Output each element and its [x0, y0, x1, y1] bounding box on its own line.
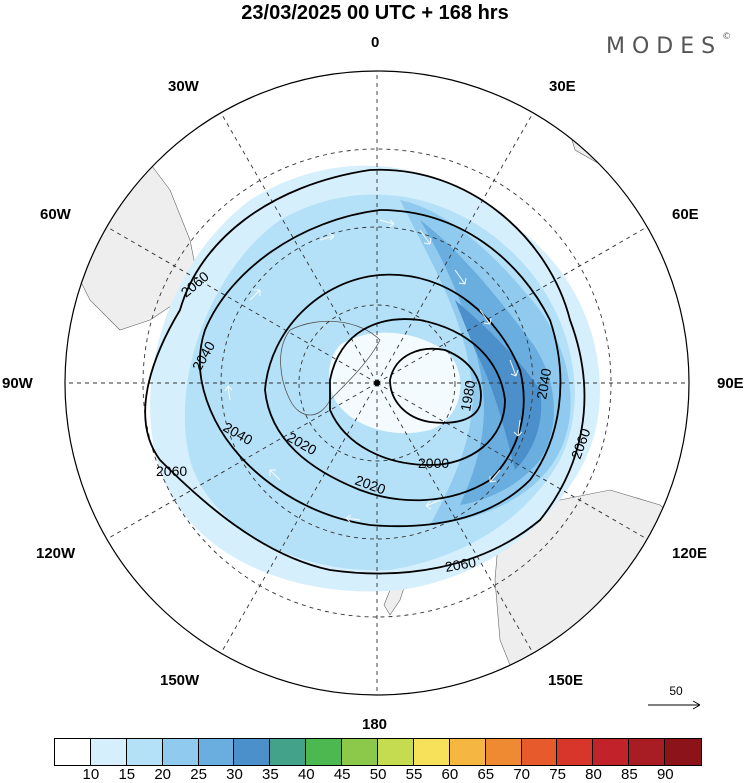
colorbar-tick-label: 15 — [118, 766, 136, 783]
reference-arrow-icon — [648, 700, 701, 710]
color-swatch — [485, 739, 522, 765]
color-swatch — [198, 739, 235, 765]
colorbar-tick-label: 25 — [190, 766, 207, 783]
lon-label-120w: 120W — [36, 545, 76, 562]
reference-vector: 50 — [646, 684, 706, 716]
color-swatch — [413, 739, 450, 765]
colorbar-tick-label: 70 — [513, 766, 531, 783]
color-swatch — [55, 739, 91, 765]
contour-2000 — [329, 318, 506, 466]
lon-label-60w: 60W — [40, 206, 71, 223]
colorbar-tick-label: 20 — [154, 766, 172, 783]
colorbar-tick-label: 10 — [82, 766, 100, 783]
contour-2020 — [264, 273, 525, 502]
colorbar-tick-label: 40 — [297, 766, 315, 783]
contour-label: 2000 — [418, 455, 449, 471]
brand-name: MODES — [606, 34, 723, 59]
contour-2040 — [198, 209, 562, 528]
color-swatch — [449, 739, 486, 765]
colorbar-tick-label: 75 — [549, 766, 566, 783]
colorbar-tick-label: 60 — [441, 766, 459, 783]
colorbar-tick-label: 45 — [333, 766, 351, 783]
color-scale-bar — [54, 738, 703, 766]
color-swatch — [629, 739, 666, 765]
contour-label: 2060 — [156, 463, 187, 479]
colorbar-tick-label: 50 — [369, 766, 387, 783]
color-swatch — [162, 739, 199, 765]
color-swatch — [126, 739, 163, 765]
colorbar-tick-label: 85 — [621, 766, 638, 783]
lon-label-30w: 30W — [168, 78, 199, 95]
colorbar-tick-label: 30 — [226, 766, 243, 783]
color-swatch — [270, 739, 307, 765]
copyright-mark: © — [722, 31, 732, 42]
lon-label-30e: 30E — [549, 78, 576, 95]
color-scale-ticks: 10 15 20 25 30 35 40 45 50 55 60 65 70 75 80 85 90 — [0, 766, 750, 783]
colorbar-tick-label: 35 — [262, 766, 279, 783]
color-swatch — [557, 739, 594, 765]
lon-label-150e: 150E — [548, 672, 584, 689]
lon-label-0: 0 — [371, 34, 380, 51]
color-swatch — [521, 739, 558, 765]
color-swatch — [665, 739, 702, 765]
contour-1980 — [389, 347, 482, 424]
color-swatch — [306, 739, 343, 765]
color-swatch — [593, 739, 630, 765]
lon-label-90w: 90W — [2, 375, 33, 392]
color-swatch — [234, 739, 271, 765]
reference-vector-value: 50 — [669, 684, 683, 698]
color-swatch — [90, 739, 127, 765]
color-swatch — [378, 739, 414, 765]
colorbar-tick-label: 90 — [656, 766, 674, 783]
colorbar-tick-label: 55 — [405, 766, 423, 783]
contour-label: 2040 — [533, 367, 554, 401]
lon-label-120e: 120E — [672, 545, 708, 562]
brand-logo: MODES© — [606, 31, 732, 59]
contour-label: 2060 — [444, 554, 478, 575]
lon-label-90e: 90E — [717, 375, 744, 392]
color-swatch — [342, 739, 379, 765]
lon-label-60e: 60E — [672, 206, 699, 223]
lon-label-150w: 150W — [160, 672, 200, 689]
map-title: 23/03/2025 00 UTC + 168 hrs — [241, 2, 509, 24]
contour-2060-outer — [144, 168, 586, 575]
colorbar-tick-label: 65 — [477, 766, 495, 783]
colorbar-tick-label: 80 — [585, 766, 602, 783]
contour-label: 1980 — [457, 379, 478, 413]
lon-label-180: 180 — [362, 716, 388, 733]
